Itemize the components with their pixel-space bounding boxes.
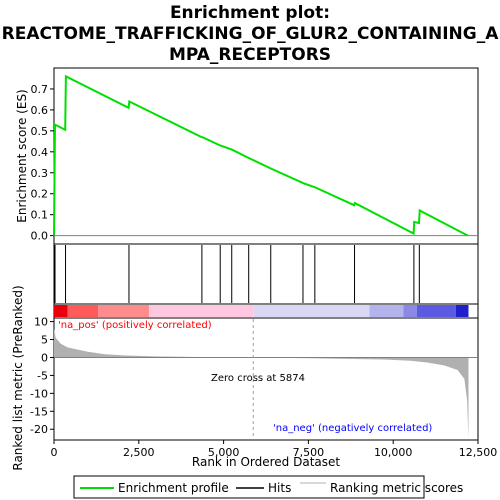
hit-lines [54,245,420,303]
title-line-2: REACTOME_TRAFFICKING_OF_GLUR2_CONTAINING… [2,24,500,44]
rank-y-axis-title: Ranked list metric (PreRanked) [11,285,25,470]
rank-y-ticks: 10 5 0 -5 -10 -15 -20 [30,316,54,436]
gradient-segment [98,305,149,317]
es-y-tick-label: 0.1 [31,209,49,222]
es-y-tick-label: 0.2 [31,188,49,201]
gradient-segment [455,305,469,317]
x-axis-ticks: 0 2,500 5,000 7,500 10,000 12,500 [51,440,498,459]
hits-panel-frame [53,243,479,305]
es-y-tick-label: 0.5 [31,125,49,138]
enrichment-profile-line [53,74,469,237]
rank-y-tick-label: -15 [30,405,48,418]
es-panel: 0.0 0.1 0.2 0.3 0.4 0.5 0.6 0.7 [31,67,479,245]
gradient-segment [148,305,254,317]
rank-y-tick-label: -5 [37,369,48,382]
legend-hits-label: Hits [268,481,291,495]
x-tick-label: 12,500 [459,446,498,459]
negative-correlation-label: 'na_neg' (negatively correlated) [273,423,432,434]
es-y-axis-title: Enrichment score (ES) [15,89,29,222]
x-tick-label: 2,500 [123,446,155,459]
gradient-segment [54,305,68,317]
zero-cross-label: Zero cross at 5874 [211,373,305,384]
es-y-tick-label: 0.4 [31,146,49,159]
legend: Enrichment profile Hits Ranking metric s… [73,475,463,499]
x-tick-label: 5,000 [208,446,240,459]
es-y-tick-label: 0.3 [31,167,49,180]
es-y-ticks: 0.0 0.1 0.2 0.3 0.4 0.5 0.6 0.7 [31,83,54,243]
title-line-3: MPA_RECEPTORS [169,45,331,65]
gradient-segments [54,305,469,317]
x-tick-label: 10,000 [374,446,413,459]
positive-correlation-label: 'na_pos' (positively correlated) [58,320,212,331]
rank-y-tick-label: 0 [41,351,48,364]
title-line-1: Enrichment plot: [170,3,330,23]
legend-frame [73,475,425,499]
ranking-gradient-bar [53,303,479,319]
rank-y-tick-label: 5 [41,334,48,347]
rank-y-tick-label: -10 [30,387,48,400]
x-axis-title: Rank in Ordered Dataset [192,455,340,469]
es-y-tick-label: 0.0 [31,230,49,243]
hits-panel [53,243,479,305]
es-panel-frame [53,67,479,245]
gradient-segment [253,305,370,317]
legend-ranking-metric-label: Ranking metric scores [330,481,463,495]
gradient-segment [403,305,417,317]
es-y-tick-label: 0.7 [31,83,49,96]
rank-y-tick-label: 10 [34,316,48,329]
es-y-tick-label: 0.6 [31,104,49,117]
rank-panel-frame [53,317,479,441]
legend-enrichment-profile-label: Enrichment profile [118,481,229,495]
x-tick-label: 7,500 [293,446,325,459]
rank-panel: 10 5 0 -5 -10 -15 -20 'na_pos' (positively cor… [30,316,479,441]
gradient-segment [369,305,404,317]
x-tick-label: 0 [51,446,58,459]
gradient-segment [67,305,99,317]
gradient-segment [416,305,456,317]
rank-y-tick-label: -20 [30,423,48,436]
